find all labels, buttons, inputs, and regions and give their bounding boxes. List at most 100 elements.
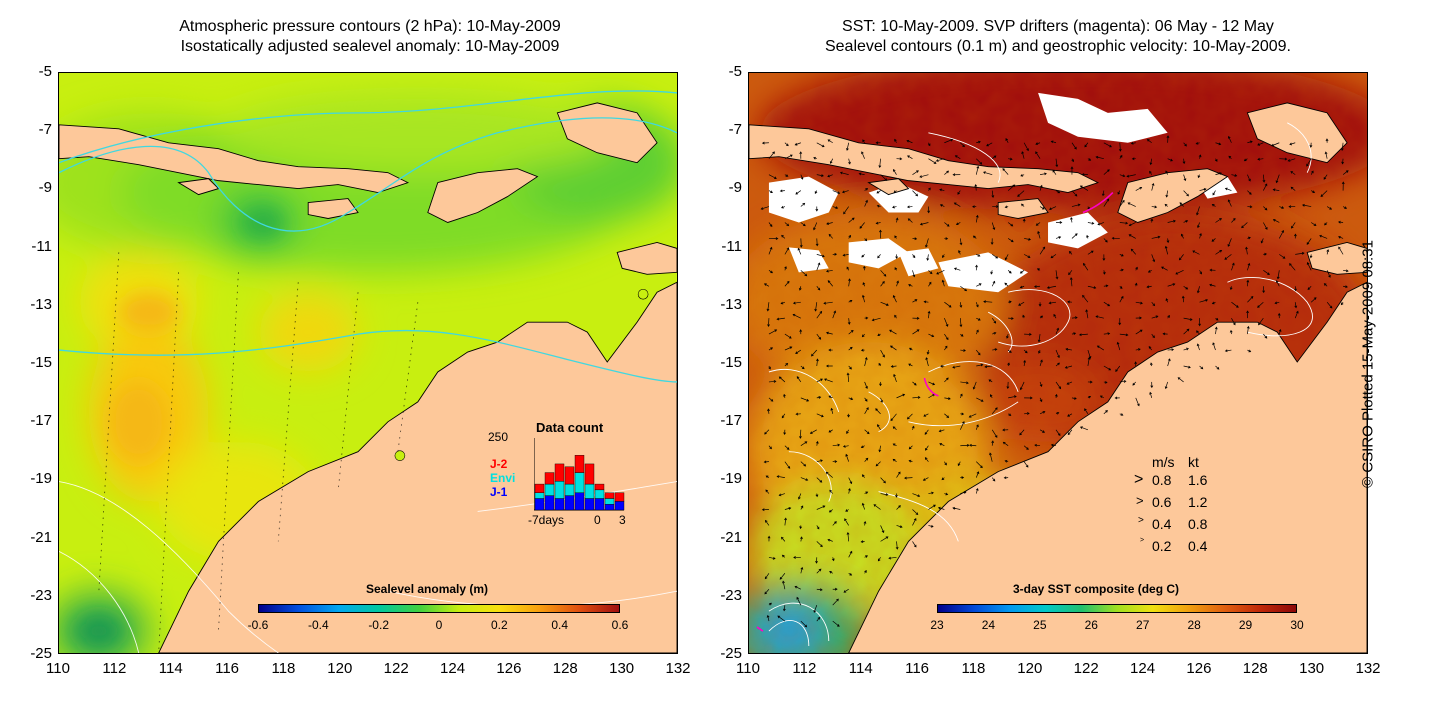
land-polygon	[1117, 168, 1229, 223]
velocity-arrow	[1247, 140, 1253, 144]
velocity-arrow	[912, 190, 919, 197]
velocity-arrow	[895, 254, 899, 260]
velocity-arrow	[944, 345, 948, 351]
velocity-arrow	[925, 238, 929, 248]
left-y-tick-label: -13	[30, 295, 52, 313]
velocity-arrow	[816, 588, 823, 592]
velocity-arrow	[1114, 396, 1120, 400]
velocity-arrow	[944, 461, 947, 466]
velocity-arrow	[784, 517, 787, 526]
velocity-arrow	[1083, 262, 1089, 271]
velocity-arrow	[1309, 254, 1313, 259]
velocity-arrow	[1215, 317, 1219, 321]
velocity-arrow	[781, 234, 786, 239]
velocity-arrow	[1039, 429, 1045, 433]
velocity-arrow	[1215, 218, 1222, 223]
velocity-arrow	[1326, 301, 1333, 309]
velocity-arrow	[1196, 330, 1200, 335]
velocity-arrow	[912, 170, 919, 175]
velocity-arrow	[828, 348, 833, 352]
velocity-arrow	[955, 222, 961, 226]
velocity-arrow	[912, 541, 917, 548]
velocity-arrow	[877, 424, 881, 430]
velocity-arrow	[1067, 413, 1073, 417]
right-x-tick-label: 126	[1186, 660, 1212, 677]
velocity-arrow	[1096, 345, 1105, 351]
velocity-arrow	[1214, 158, 1218, 162]
velocity-arrow	[991, 407, 998, 415]
velocity-arrow	[841, 190, 849, 194]
velocity-arrow	[1132, 381, 1137, 386]
velocity-arrow	[1008, 300, 1012, 304]
velocity-arrow	[908, 445, 913, 450]
velocity-arrow	[873, 504, 881, 510]
velocity-arrow	[894, 138, 897, 143]
velocity-arrow	[908, 459, 913, 463]
velocity-arrow	[1162, 332, 1168, 336]
velocity-arrow	[1002, 441, 1009, 446]
velocity-arrow	[784, 174, 789, 177]
velocity-arrow	[912, 270, 916, 278]
colorbar-title: 3-day SST composite (deg C)	[1013, 582, 1180, 596]
velocity-arrow	[1212, 190, 1216, 196]
velocity-arrow	[1050, 443, 1057, 447]
velocity-arrow	[991, 429, 998, 438]
velocity-arrow	[953, 202, 961, 207]
velocity-arrow	[1103, 198, 1110, 207]
velocity-arrow	[827, 174, 833, 178]
velocity-arrow	[1324, 222, 1328, 226]
left-x-tick-label: 114	[158, 660, 183, 677]
velocity-arrow	[1039, 206, 1045, 210]
velocity-arrow	[1103, 169, 1110, 175]
velocity-arrow	[1149, 362, 1153, 367]
velocity-arrow	[959, 302, 963, 308]
velocity-arrow	[944, 318, 949, 327]
velocity-arrow	[1033, 285, 1041, 288]
velocity-arrow	[777, 615, 786, 622]
data-count-xlabel-start: -7days	[528, 513, 565, 527]
velocity-arrow	[861, 474, 865, 478]
velocity-arrow	[896, 393, 906, 399]
velocity-arrow	[782, 580, 786, 590]
velocity-arrow	[1007, 362, 1010, 367]
velocity-arrow	[1151, 182, 1155, 191]
velocity-arrow	[848, 550, 853, 558]
velocity-arrow	[1326, 249, 1330, 255]
left-y-tick-label: -9	[38, 179, 52, 197]
velocity-arrow	[825, 269, 833, 273]
velocity-arrow	[1209, 268, 1216, 272]
velocity-arrow	[1310, 170, 1314, 175]
velocity-arrow	[924, 429, 929, 435]
velocity-arrow	[1147, 270, 1152, 273]
velocity-arrow	[864, 555, 868, 558]
velocity-arrow	[1199, 232, 1202, 239]
velocity-arrow	[928, 381, 936, 386]
velocity-arrow	[1117, 190, 1121, 195]
velocity-arrow	[1055, 429, 1061, 437]
velocity-arrow	[764, 573, 770, 580]
velocity-arrow	[1215, 172, 1223, 175]
velocity-arrow	[1019, 285, 1025, 289]
velocity-arrow	[864, 397, 868, 402]
velocity-arrow	[1087, 250, 1094, 255]
data-count-bar-j1	[614, 501, 625, 511]
velocity-arrow	[800, 270, 808, 277]
velocity-arrow	[800, 174, 804, 180]
velocity-arrow	[1229, 286, 1233, 291]
velocity-arrow	[896, 505, 901, 510]
velocity-arrow	[975, 487, 979, 494]
velocity-arrow	[937, 506, 945, 510]
velocity-arrow	[959, 421, 965, 430]
velocity-arrow	[784, 333, 792, 339]
velocity-arrow	[1279, 157, 1288, 161]
velocity-arrow	[1102, 254, 1106, 261]
velocity-arrow	[809, 429, 817, 434]
velocity-arrow	[1054, 393, 1058, 398]
velocity-arrow	[832, 206, 839, 209]
velocity-arrow	[1247, 174, 1251, 182]
velocity-arrow	[1289, 263, 1296, 271]
velocity-arrow	[894, 235, 897, 239]
velocity-arrow	[959, 238, 963, 246]
velocity-arrow	[832, 310, 837, 319]
velocity-arrow	[907, 155, 913, 160]
